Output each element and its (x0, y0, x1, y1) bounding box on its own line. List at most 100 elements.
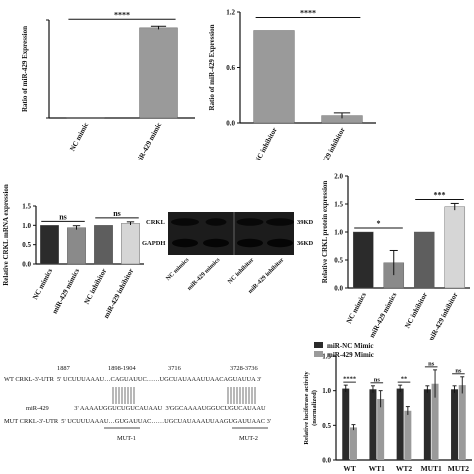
x-tick-label: MUT1 (421, 464, 442, 473)
bar (94, 225, 113, 265)
x-tick-label: miR-429 inhibitor (102, 266, 135, 319)
x-tick-label: miR-429 mimics (51, 267, 82, 315)
x-tick-label: miR-429 inhibitor (314, 125, 347, 160)
legend-swatch (314, 351, 323, 357)
position-3716: 3716 (168, 365, 181, 372)
bar (342, 388, 350, 460)
bar (67, 227, 86, 265)
sequence-alignment: 1887 1898-1904 3716 3728-3736 WT CRKL-3'… (0, 360, 305, 474)
row-label-crkl: CRKL (146, 219, 165, 226)
y-tick-label: 0.0 (22, 261, 31, 269)
x-tick-label: NC inhibitor (253, 125, 279, 160)
bar (458, 385, 466, 460)
y-axis-title: Relative CRKL mRNA expression (2, 184, 10, 286)
wt-utr-sequence: WT CRKL-3'-UTR 5' UCUUUAAAU…CAGUAUUC……UG… (4, 376, 262, 383)
significance-label: * (377, 219, 381, 228)
x-tick-label: NC mimic (68, 120, 90, 152)
gapdh-band (267, 238, 293, 248)
bar (139, 27, 178, 119)
bar (369, 389, 377, 460)
size-label-39kd: 39KD (297, 219, 314, 226)
bar (396, 388, 404, 460)
y-tick-label: 1.5 (22, 203, 31, 211)
mut-2-label: MUT-2 (239, 435, 258, 442)
crkl-band (205, 218, 227, 226)
legend-swatch (314, 342, 323, 348)
y-tick-label: 2.0 (334, 173, 343, 181)
lane-label: NC mimics (165, 256, 191, 282)
position-1887: 1887 (57, 365, 70, 372)
bar (377, 398, 385, 460)
x-tick-label: WT2 (396, 464, 413, 473)
y-tick-label: 0.6 (226, 64, 235, 72)
bar (352, 231, 374, 289)
y-axis-title: Relative CRKL protein expression (321, 181, 329, 284)
chart-inhibitor-expression: 0.0 0.6 1.2 Ratio of miR-429 Expression NC i… (196, 0, 396, 160)
gapdh-band (172, 238, 198, 248)
bar (404, 410, 412, 460)
significance-label: **** (114, 10, 130, 19)
chart-crkl-protein: 0.0 0.5 1.0 1.5 2.0 Relative CRKL protein exp… (318, 166, 474, 340)
bar (413, 231, 435, 289)
x-tick-label: NC inhibitor (403, 290, 429, 329)
significance-label: *** (434, 190, 446, 199)
y-tick-label: 1.5 (322, 353, 331, 361)
significance-label: ** (401, 376, 408, 383)
y-axis-title: Relative luciferase activity (303, 371, 310, 445)
bar (451, 389, 459, 460)
row-label-gapdh: GAPDH (142, 240, 165, 247)
x-tick-label: NC inhibitor (83, 266, 109, 305)
significance-label: ns (428, 360, 435, 367)
bar (253, 30, 295, 124)
bar (349, 427, 357, 460)
bar (121, 223, 140, 265)
x-tick-label: NC mimics (345, 291, 368, 325)
bar (40, 225, 59, 265)
gapdh-band (203, 238, 229, 248)
y-tick-label: 0.5 (22, 241, 31, 249)
y-tick-label: 1.0 (322, 387, 331, 395)
y-axis-title: Ratio of miR-429 Expression (208, 24, 216, 110)
significance-label: ns (374, 376, 381, 383)
mut-1-label: MUT-1 (117, 435, 136, 442)
significance-label: ns (455, 367, 462, 374)
y-tick-label: 1.0 (334, 229, 343, 237)
crkl-band (236, 218, 264, 226)
x-tick-label: WT1 (369, 464, 386, 473)
size-label-36kd: 36KD (297, 240, 314, 247)
crkl-band (171, 218, 199, 226)
mir-429-sequence: miR-429 3' AAAAUGGUCUGUCAUAAU 3'GGCAAAAU… (26, 405, 266, 412)
y-tick-label: 0.0 (322, 457, 331, 465)
lane-label: miR-429 mimics (186, 256, 222, 292)
y-axis-title-unit: (normalized) (311, 390, 318, 426)
y-tick-label: 0.0 (226, 120, 235, 128)
significance-label: **** (300, 9, 316, 18)
chart-mimic-expression: Ratio of miR-429 Expression NC mimic miR-4… (0, 0, 200, 160)
chart-crkl-mrna: 0.0 0.5 1.0 1.5 Relative CRKL mRNA expressio… (0, 170, 150, 340)
significance-label: **** (343, 376, 356, 383)
crkl-band (266, 218, 294, 226)
bar (66, 117, 105, 119)
y-tick-label: 1.5 (334, 201, 343, 209)
bar (444, 206, 466, 289)
gapdh-band (237, 238, 263, 248)
mut-utr-sequence: MUT CRKL-3'-UTR 5' UCUUUAAAU…GUGAUUAC……U… (4, 418, 271, 425)
legend-label: miR-429 Mimic (327, 351, 374, 359)
y-tick-label: 1.0 (22, 222, 31, 230)
bar (423, 389, 431, 460)
x-tick-label: miR-429 inhibitor (426, 290, 459, 340)
chart-luciferase: 0.0 0.5 1.0 1.5 Relative luciferase activity… (300, 338, 474, 474)
x-tick-label: miR-429 mimic (134, 120, 164, 160)
position-1898-1904: 1898-1904 (108, 365, 136, 372)
x-tick-label: MUT2 (448, 464, 469, 473)
x-tick-label: WT (343, 464, 356, 473)
x-tick-label: miR-429 mimics (368, 291, 399, 339)
legend-label: miR-NC Mimic (327, 342, 373, 350)
significance-label: ns (59, 212, 67, 221)
y-tick-label: 0.5 (322, 422, 331, 430)
bar (431, 383, 439, 460)
y-axis-title: Ratio of miR-429 Expression (21, 26, 29, 112)
western-blot: CRKL GAPDH 39KD 36KD NC mimics miR-429 mimics… (140, 205, 330, 315)
x-tick-label: NC mimics (31, 267, 54, 301)
significance-label: ns (113, 209, 121, 218)
